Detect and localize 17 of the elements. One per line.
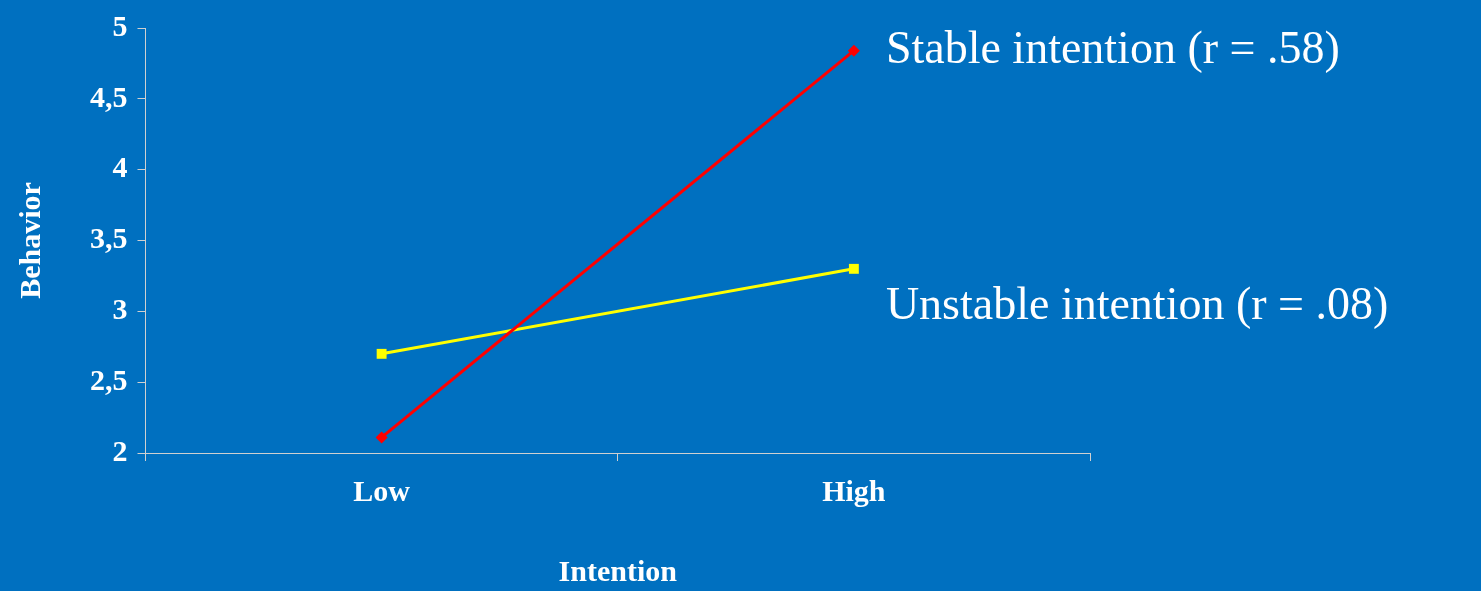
- point: [375, 431, 388, 444]
- series-label: Stable intention (r = .58): [885, 21, 1340, 73]
- x-tick-label: High: [822, 473, 886, 507]
- y-tick-label: 3,5: [90, 221, 128, 255]
- y-tick-label: 2,5: [90, 362, 128, 396]
- x-axis-title: Intention: [558, 553, 678, 587]
- y-tick-label: 4: [112, 150, 128, 184]
- y-tick-label: 4,5: [90, 79, 128, 113]
- series-label: Unstable intention (r = .08): [885, 277, 1389, 329]
- point: [847, 44, 860, 57]
- y-tick-label: 3: [112, 292, 128, 326]
- y-axis-title: Behavior: [12, 182, 46, 299]
- y-tick-label: 2: [112, 433, 128, 467]
- y-tick-label: 5: [112, 8, 128, 42]
- point: [848, 263, 859, 274]
- x-tick-label: Low: [353, 473, 411, 507]
- point: [376, 348, 387, 359]
